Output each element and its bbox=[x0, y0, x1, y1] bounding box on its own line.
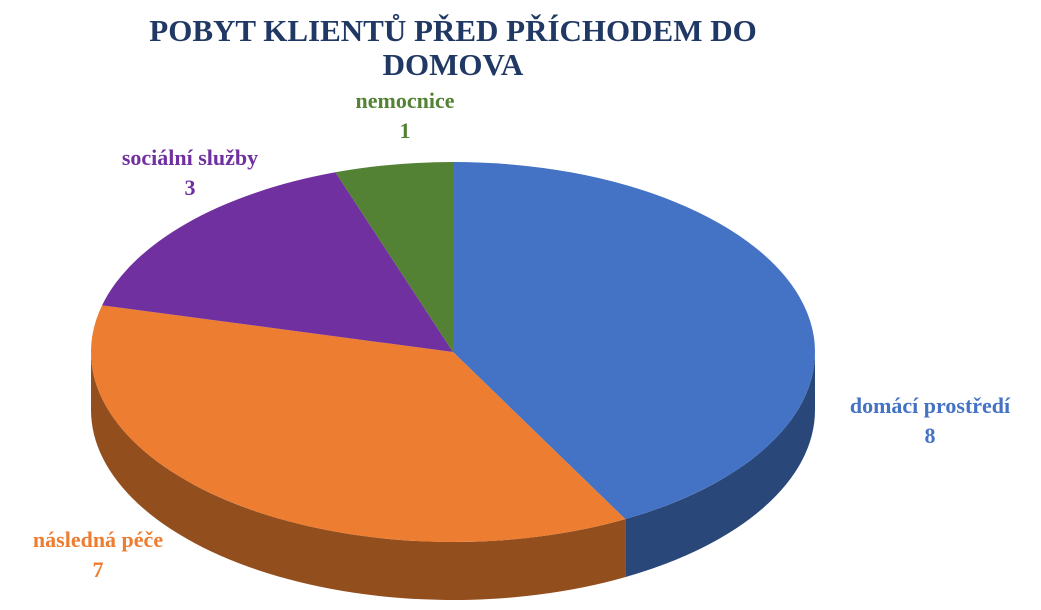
data-label-name: následná péče bbox=[33, 527, 163, 552]
slice bbox=[453, 162, 816, 520]
data-label-name: domácí prostředí bbox=[850, 393, 1011, 418]
data-label-value: 1 bbox=[400, 118, 411, 143]
data-label-name: nemocnice bbox=[356, 88, 455, 113]
data-label-name: sociální služby bbox=[122, 145, 258, 170]
slice bbox=[335, 162, 453, 352]
data-label-value: 7 bbox=[93, 557, 104, 582]
slice-side bbox=[625, 352, 815, 578]
slice bbox=[90, 305, 626, 543]
slice-side bbox=[91, 352, 626, 601]
data-label-value: 8 bbox=[925, 423, 936, 448]
slice bbox=[102, 172, 454, 352]
chart-title: POBYT KLIENTŮ PŘED PŘÍCHODEM DO DOMOVA bbox=[149, 13, 757, 82]
data-label-value: 3 bbox=[185, 175, 196, 200]
